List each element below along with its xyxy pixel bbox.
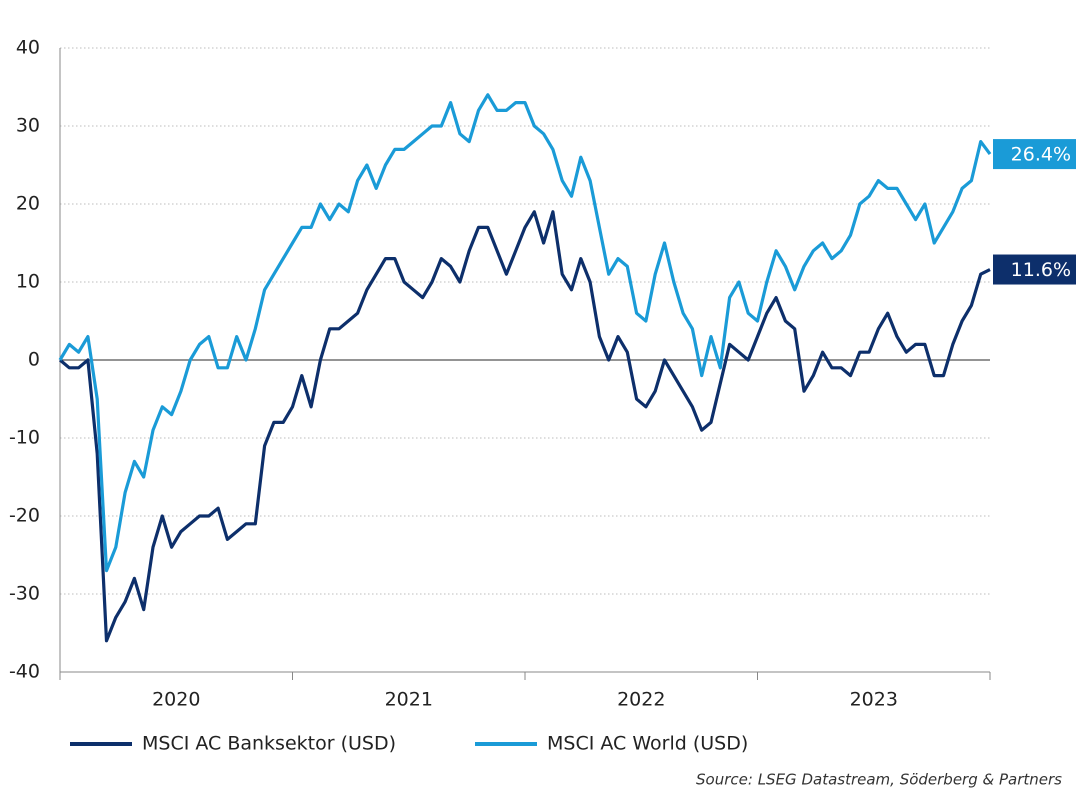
end-label-box	[993, 139, 1076, 170]
series-line	[58, 93, 992, 573]
y-tick-label: 0	[28, 349, 40, 371]
x-tick-label: 2021	[385, 689, 433, 711]
end-label: 11.6%	[1011, 259, 1071, 281]
y-tick-label: -40	[9, 661, 40, 683]
end-label-box	[993, 254, 1076, 285]
legend-label: MSCI AC World (USD)	[547, 733, 748, 755]
legend-label: MSCI AC Banksektor (USD)	[142, 733, 396, 755]
series-line	[58, 210, 991, 643]
x-tick-label: 2020	[152, 689, 200, 711]
y-tick-label: 30	[16, 115, 40, 137]
y-tick-label: 20	[16, 193, 40, 215]
end-label: 26.4%	[1011, 144, 1071, 166]
y-tick-label: 10	[16, 271, 40, 293]
x-tick-label: 2023	[850, 689, 898, 711]
y-tick-label: -20	[9, 505, 40, 527]
y-tick-label: 40	[16, 37, 40, 59]
source-note: Source: LSEG Datastream, Söderberg & Par…	[696, 771, 1062, 789]
x-tick-label: 2022	[617, 689, 665, 711]
y-tick-label: -30	[9, 583, 40, 605]
y-tick-label: -10	[9, 427, 40, 449]
